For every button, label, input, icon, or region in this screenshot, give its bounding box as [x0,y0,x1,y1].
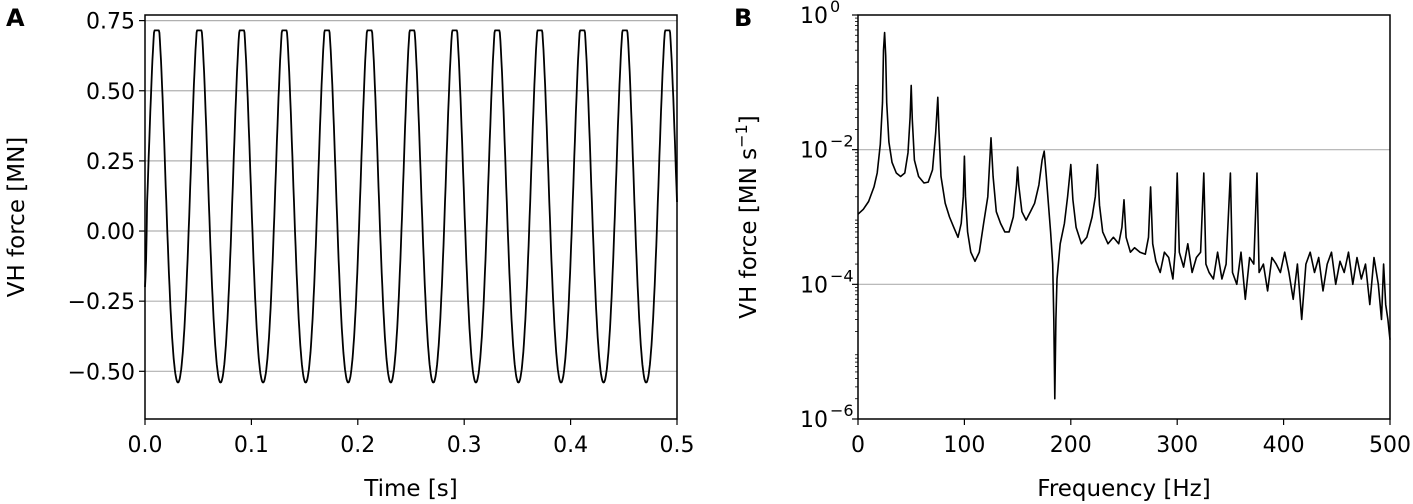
a-x-tick-label: 0.2 [340,433,375,458]
panel-letter-a: A [6,4,25,32]
b-x-tick-label: 100 [943,433,985,458]
a-x-ticks: 0.0 0.1 0.2 0.3 0.4 0.5 [128,419,695,458]
a-y-tick-label: 0.00 [86,220,135,245]
b-y-axis-label-main: VH force [MN s [736,148,762,319]
panel-a: A 0.0 0.1 0.2 0.3 0.4 0.5 −0.50 −0.25 0.00 0.25 0… [4,4,695,502]
a-y-tick-label: 0.50 [86,80,135,105]
b-x-tick-label: 200 [1050,433,1092,458]
b-x-tick-label: 400 [1263,433,1305,458]
b-y-tick-exponent: −4 [830,266,854,285]
b-gridlines [858,149,1390,285]
b-y-axis-label-suffix: ] [736,115,762,124]
b-y-tick-label: 10 [800,4,828,29]
b-x-tick-label: 0 [851,433,865,458]
b-y-axis-label-exponent: −1 [732,124,751,148]
a-x-axis-label: Time [s] [363,476,458,502]
a-x-tick-label: 0.3 [447,433,482,458]
a-x-tick-label: 0.5 [660,433,695,458]
b-y-tick-label: 10 [800,273,828,298]
a-y-ticks: −0.50 −0.25 0.00 0.25 0.50 0.75 [68,10,145,385]
b-series-line [857,31,1391,400]
a-y-axis-label: VH force [MN] [4,137,30,298]
b-x-ticks: 0 100 200 300 400 500 [851,419,1411,458]
a-y-tick-label: −0.50 [68,360,135,385]
b-y-tick-exponent: 0 [830,0,840,16]
b-x-axis-label: Frequency [Hz] [1037,476,1210,502]
b-y-tick-exponent: −2 [830,132,854,151]
b-x-tick-label: 300 [1156,433,1198,458]
a-x-tick-label: 0.0 [128,433,163,458]
a-y-tick-label: 0.25 [86,150,135,175]
b-y-tick-label: 10 [800,408,828,433]
panel-letter-b: B [734,4,752,32]
a-plot-frame [144,14,678,420]
b-y-tick-exponent: −6 [830,401,854,420]
b-y-tick-label: 10 [800,139,828,164]
a-y-tick-label: 0.75 [86,10,135,35]
a-y-tick-label: −0.25 [68,290,135,315]
a-x-tick-label: 0.4 [553,433,588,458]
a-x-tick-label: 0.1 [234,433,269,458]
a-series-line [144,29,678,384]
b-x-tick-label: 500 [1369,433,1411,458]
b-y-axis-label: VH force [MN s−1] [732,115,762,318]
b-plot-frame [857,14,1391,420]
